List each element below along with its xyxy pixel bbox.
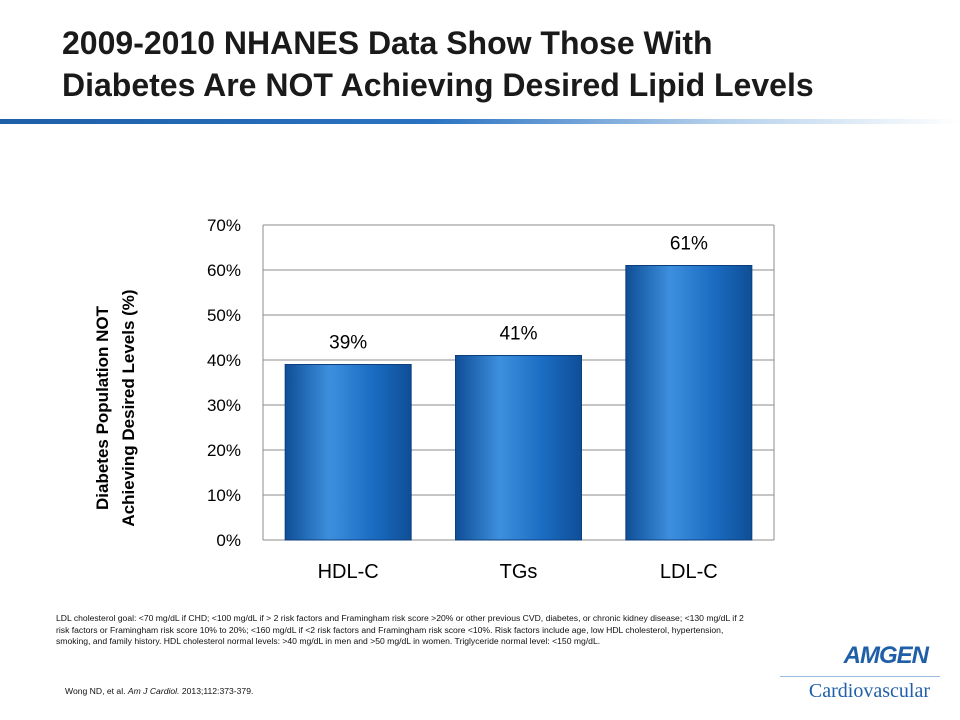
footnote: LDL cholesterol goal: <70 mg/dL if CHD; … (56, 613, 744, 647)
data-label: 39% (329, 333, 367, 354)
citation-details: 2013;112:373-379. (179, 686, 254, 696)
citation-authors: Wong ND, et al. (65, 686, 128, 696)
y-axis-label-line-1: Diabetes Population NOT (93, 305, 112, 510)
y-axis-label-line-2: Achieving Desired Levels (%) (119, 289, 138, 526)
y-tick-label: 0% (216, 531, 241, 550)
brand-name: AMGEN (843, 642, 929, 669)
brand-division: Cardiovascular (808, 680, 930, 702)
slide-title: 2009-2010 NHANES Data Show Those With Di… (62, 22, 952, 106)
y-tick-label: 50% (207, 306, 241, 325)
data-label: 41% (499, 324, 537, 345)
x-tick-label: TGs (500, 561, 538, 583)
y-tick-label: 70% (207, 216, 241, 235)
bar-hdl-c (284, 364, 412, 541)
brand-divider (780, 676, 940, 677)
bar-ldl-c (625, 265, 753, 541)
y-tick-label: 20% (207, 441, 241, 460)
y-tick-label: 30% (207, 396, 241, 415)
title-underline (0, 119, 960, 124)
y-tick-label: 10% (207, 486, 241, 505)
x-tick-label: HDL-C (318, 561, 379, 583)
data-label: 61% (670, 234, 708, 255)
y-axis-ticks: 0% 10% 20% 30% 40% 50% 60% 70% (207, 216, 241, 550)
x-tick-label: LDL-C (660, 561, 718, 583)
bar-tgs (455, 355, 582, 541)
y-tick-label: 60% (207, 261, 241, 280)
citation: Wong ND, et al. Am J Cardiol. 2013;112:3… (65, 686, 253, 696)
slide-title-line-2: Diabetes Are NOT Achieving Desired Lipid… (62, 67, 814, 103)
chart-bars (284, 265, 753, 541)
slide-title-line-1: 2009-2010 NHANES Data Show Those With (62, 25, 713, 61)
amgen-cardiovascular-logo: AMGEN Cardiovascular (780, 640, 940, 710)
citation-journal: Am J Cardiol. (127, 686, 180, 696)
x-axis-ticks: HDL-C TGs LDL-C (318, 561, 718, 583)
bar-chart: 0% 10% 20% 30% 40% 50% 60% 70% HDL-C TGs LDL-C 39… (93, 216, 775, 583)
data-labels: 39% 41% 61% (329, 234, 708, 354)
y-tick-label: 40% (207, 351, 241, 370)
